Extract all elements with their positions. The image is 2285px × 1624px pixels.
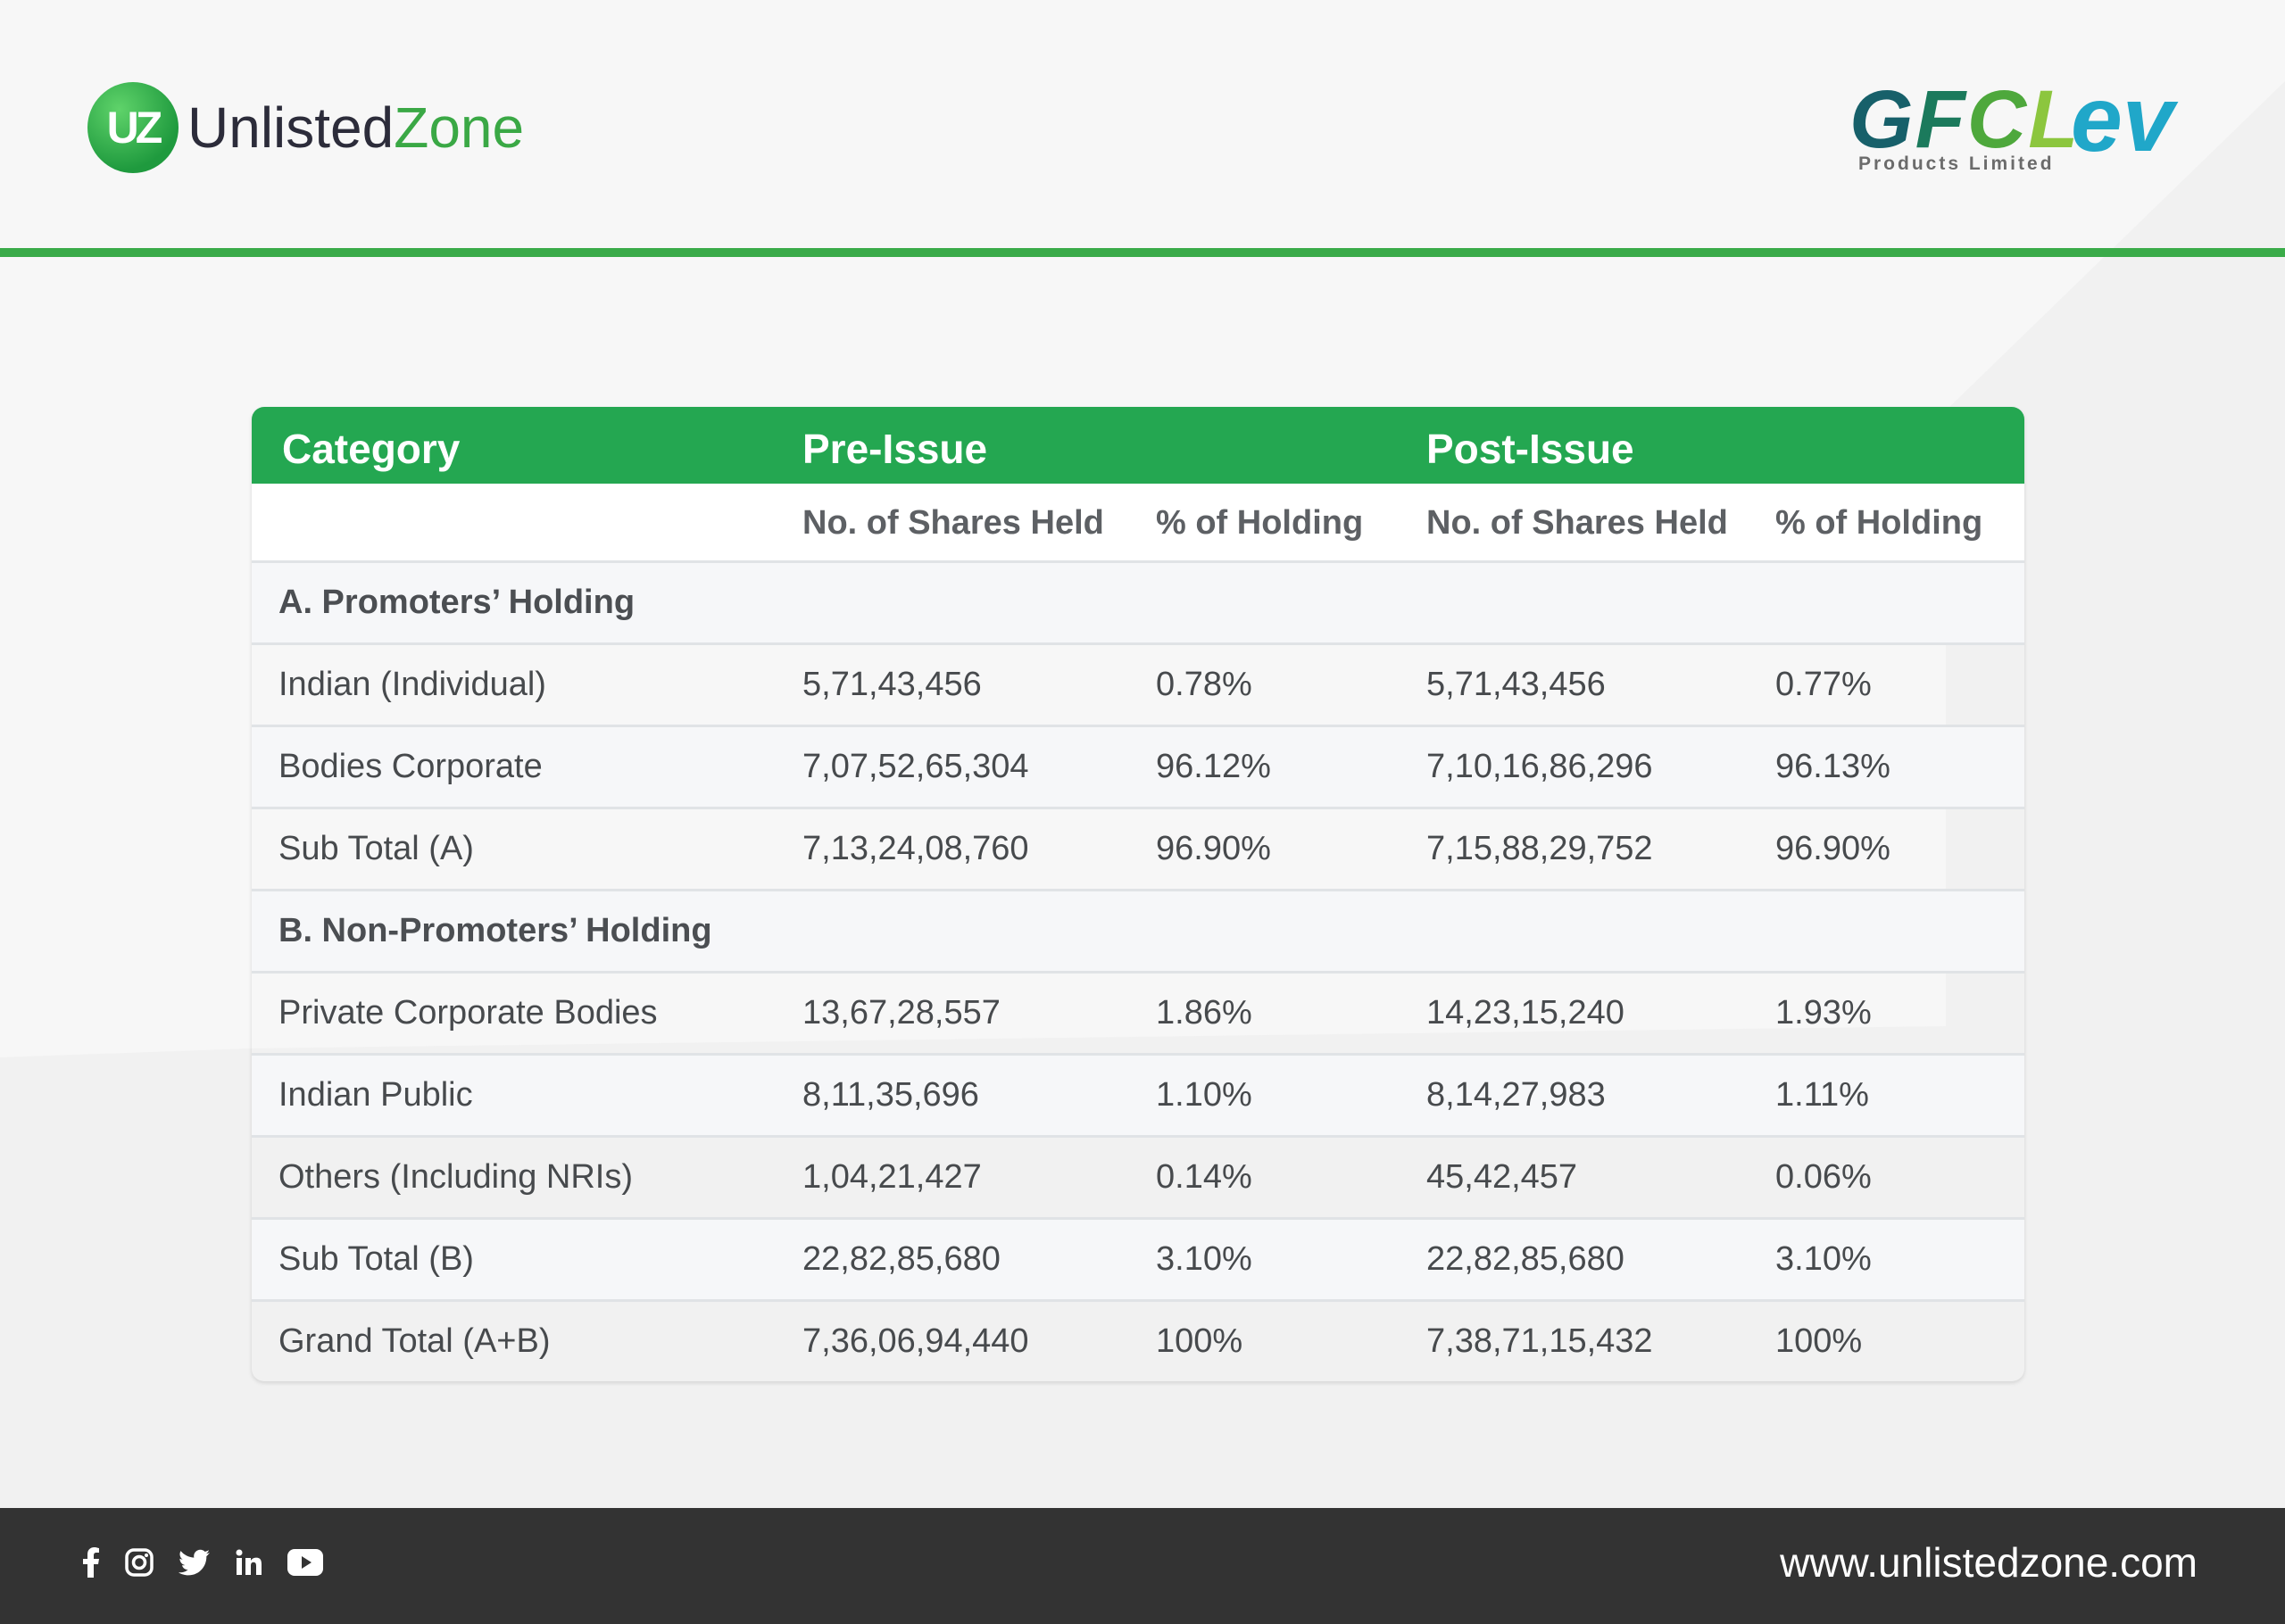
cell-pre-shares: 7,07,52,65,304	[802, 748, 1029, 785]
table-row: Private Corporate Bodies 13,67,28,557 1.…	[252, 974, 2024, 1056]
cell-pre-pct: 96.12%	[1156, 748, 1271, 785]
gfcl-subtitle: Products Limited	[1858, 153, 2055, 174]
section-label: B. Non-Promoters’ Holding	[278, 912, 712, 949]
cell-post-shares: 8,14,27,983	[1426, 1076, 1606, 1114]
instagram-icon[interactable]	[125, 1548, 154, 1577]
cell-post-pct: 1.11%	[1775, 1076, 1869, 1114]
subheader-post-pct: % of Holding	[1775, 504, 1983, 542]
header-pre-issue: Pre-Issue	[802, 426, 988, 472]
subheader-post-shares: No. of Shares Held	[1426, 504, 1728, 542]
cell-post-shares: 7,38,71,15,432	[1426, 1322, 1653, 1360]
section-row-a: A. Promoters’ Holding	[252, 563, 2024, 645]
cell-post-pct: 96.90%	[1775, 830, 1890, 867]
social-links	[82, 1547, 348, 1578]
cell-post-shares: 22,82,85,680	[1426, 1240, 1624, 1278]
section-label: A. Promoters’ Holding	[278, 584, 636, 621]
subheader-pre-shares: No. of Shares Held	[802, 504, 1104, 542]
cell-pre-pct: 100%	[1156, 1322, 1243, 1360]
cell-pre-shares: 8,11,35,696	[802, 1076, 979, 1114]
table-row: Bodies Corporate 7,07,52,65,304 96.12% 7…	[252, 727, 2024, 809]
cell-post-shares: 45,42,457	[1426, 1158, 1578, 1196]
cell-pre-shares: 7,13,24,08,760	[802, 830, 1029, 867]
cell-post-pct: 100%	[1775, 1322, 1863, 1360]
cell-pre-pct: 96.90%	[1156, 830, 1271, 867]
gfcl-ev-logo: GFCL ev Products Limited	[1849, 68, 2198, 177]
cell-pre-pct: 1.10%	[1156, 1076, 1252, 1114]
section-row-b: B. Non-Promoters’ Holding	[252, 891, 2024, 974]
gfcl-letter-f: F	[1915, 74, 1967, 165]
cell-pre-shares: 22,82,85,680	[802, 1240, 1001, 1278]
cell-pre-pct: 1.86%	[1156, 994, 1252, 1032]
cell-pre-pct: 0.14%	[1156, 1158, 1252, 1196]
subheader-pre-pct: % of Holding	[1156, 504, 1364, 542]
uz-logo-mark: UZ	[87, 82, 179, 173]
cell-pre-shares: 7,36,06,94,440	[802, 1322, 1029, 1360]
gfcl-letter-c: C	[1966, 74, 2029, 165]
twitter-icon[interactable]	[179, 1549, 211, 1576]
header-category: Category	[282, 426, 461, 472]
cell-pre-shares: 1,04,21,427	[802, 1158, 982, 1196]
cell-pre-pct: 0.78%	[1156, 666, 1252, 703]
cell-pre-pct: 3.10%	[1156, 1240, 1252, 1278]
linkedin-icon[interactable]	[236, 1549, 262, 1576]
table-header: Category Pre-Issue Post-Issue	[252, 407, 2024, 484]
brand-name: UnlistedZone	[187, 99, 524, 156]
brand-name-part2: Zone	[394, 95, 525, 160]
footer: www.unlistedzone.com	[0, 1508, 2285, 1624]
cell-post-shares: 14,23,15,240	[1426, 994, 1624, 1032]
shareholding-table: Category Pre-Issue Post-Issue No. of Sha…	[252, 407, 2024, 1381]
cell-category: Grand Total (A+B)	[278, 1322, 551, 1360]
header: UZ UnlistedZone GFCL ev Products Limited	[0, 0, 2285, 250]
cell-pre-shares: 5,71,43,456	[802, 666, 982, 703]
brand-name-part1: Unlisted	[187, 95, 395, 160]
cell-category: Sub Total (A)	[278, 830, 474, 867]
header-post-issue: Post-Issue	[1426, 426, 1634, 472]
cell-post-shares: 7,10,16,86,296	[1426, 748, 1653, 785]
table-row: Sub Total (A) 7,13,24,08,760 96.90% 7,15…	[252, 809, 2024, 891]
cell-post-pct: 1.93%	[1775, 994, 1872, 1032]
table-row: Indian Public 8,11,35,696 1.10% 8,14,27,…	[252, 1056, 2024, 1138]
cell-post-pct: 96.13%	[1775, 748, 1890, 785]
cell-post-pct: 0.77%	[1775, 666, 1872, 703]
cell-category: Indian Public	[278, 1076, 473, 1114]
gfcl-letter-g: G	[1849, 74, 1915, 165]
unlistedzone-logo[interactable]: UZ UnlistedZone	[87, 82, 524, 173]
cell-post-pct: 0.06%	[1775, 1158, 1872, 1196]
table-row: Others (Including NRIs) 1,04,21,427 0.14…	[252, 1138, 2024, 1220]
facebook-icon[interactable]	[82, 1547, 100, 1578]
header-divider	[0, 248, 2285, 257]
cell-category: Sub Total (B)	[278, 1240, 474, 1278]
cell-post-shares: 7,15,88,29,752	[1426, 830, 1653, 867]
cell-post-pct: 3.10%	[1775, 1240, 1872, 1278]
cell-post-shares: 5,71,43,456	[1426, 666, 1606, 703]
cell-category: Others (Including NRIs)	[278, 1158, 634, 1196]
cell-category: Private Corporate Bodies	[278, 994, 658, 1032]
gfcl-letter-l: L	[2028, 74, 2081, 165]
youtube-icon[interactable]	[287, 1549, 323, 1576]
table-row: Indian (Individual) 5,71,43,456 0.78% 5,…	[252, 645, 2024, 727]
gfcl-wordmark: GFCL	[1849, 79, 2080, 161]
table-row: Grand Total (A+B) 7,36,06,94,440 100% 7,…	[252, 1302, 2024, 1381]
cell-category: Bodies Corporate	[278, 748, 543, 785]
cell-category: Indian (Individual)	[278, 666, 546, 703]
website-link[interactable]: www.unlistedzone.com	[1780, 1539, 2198, 1586]
table-subheader-row: No. of Shares Held % of Holding No. of S…	[252, 484, 2024, 563]
cell-pre-shares: 13,67,28,557	[802, 994, 1001, 1032]
gfcl-ev-mark: ev	[2071, 68, 2174, 171]
table-row: Sub Total (B) 22,82,85,680 3.10% 22,82,8…	[252, 1220, 2024, 1302]
